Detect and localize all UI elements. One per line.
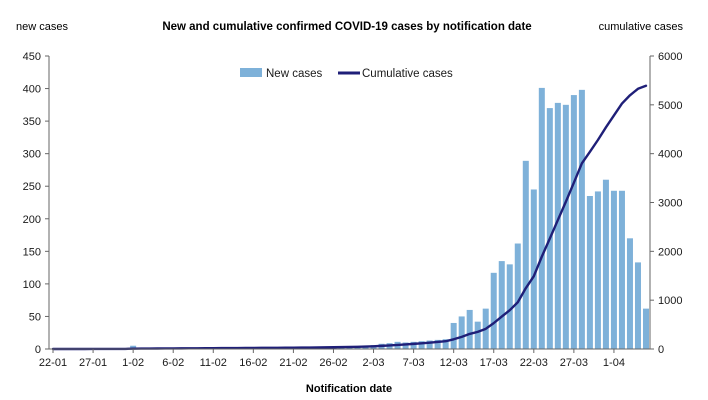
bar-new-cases	[402, 342, 409, 349]
bar-new-cases	[634, 262, 641, 349]
left-tick-label: 100	[23, 279, 41, 291]
bar-new-cases	[586, 195, 593, 349]
left-tick-label: 150	[23, 246, 41, 258]
bar-new-cases	[490, 272, 497, 349]
bar-new-cases	[578, 89, 585, 350]
bar-new-cases	[570, 95, 577, 349]
left-tick-label: 300	[23, 149, 41, 161]
right-tick-label: 6000	[658, 51, 682, 63]
x-tick-label: 22-03	[520, 357, 548, 369]
x-axis-label: Notification date	[306, 383, 392, 395]
right-tick-label: 4000	[658, 149, 682, 161]
legend: New cases Cumulative cases	[240, 68, 453, 80]
x-tick-label: 1-04	[603, 357, 625, 369]
x-tick-label: 2-03	[363, 357, 385, 369]
x-tick-label: 16-02	[239, 357, 267, 369]
bar-new-cases	[354, 347, 361, 349]
right-tick-label: 3000	[658, 198, 682, 210]
bar-new-cases	[410, 341, 417, 349]
chart-title: New and cumulative confirmed COVID-19 ca…	[162, 21, 531, 33]
bar-new-cases	[562, 104, 569, 349]
bar-new-cases	[474, 321, 481, 349]
legend-swatch-new-cases	[240, 68, 262, 77]
bar-new-cases	[530, 189, 537, 349]
bar-new-cases	[418, 341, 425, 349]
bar-new-cases	[450, 322, 457, 349]
left-tick-label: 350	[23, 116, 41, 128]
left-axis-label: new cases	[16, 21, 68, 33]
left-tick-label: 250	[23, 181, 41, 193]
bar-new-cases	[618, 190, 625, 349]
right-tick-label: 0	[658, 344, 664, 356]
x-tick-label: 12-03	[440, 357, 468, 369]
bar-new-cases	[434, 339, 441, 349]
bar-new-cases	[642, 308, 649, 349]
x-tick-label: 17-03	[480, 357, 508, 369]
bar-new-cases	[594, 191, 601, 349]
bar-new-cases	[426, 340, 433, 349]
plot-area: 0 50 100 150 200 250 300 350 400 450 0 1000 2000 3000…	[23, 51, 683, 369]
left-tick-label: 400	[23, 84, 41, 96]
bar-new-cases	[602, 179, 609, 349]
left-tick-label: 450	[23, 51, 41, 63]
bar-new-cases	[458, 316, 465, 349]
x-tick-label: 11-02	[200, 357, 227, 369]
bar-new-cases	[130, 345, 137, 349]
bar-new-cases	[522, 160, 529, 349]
bar-new-cases	[610, 190, 617, 349]
bar-new-cases	[538, 87, 545, 350]
bar-new-cases	[626, 238, 633, 349]
bar-new-cases	[506, 264, 513, 349]
left-tick-label: 200	[23, 214, 41, 226]
left-tick-label: 50	[29, 311, 41, 323]
left-tick-label: 0	[35, 344, 41, 356]
x-tick-label: 1-02	[122, 357, 144, 369]
x-tick-label: 21-02	[279, 357, 307, 369]
right-tick-label: 5000	[658, 100, 682, 112]
legend-label-cumulative-cases: Cumulative cases	[362, 68, 453, 80]
bar-new-cases	[546, 108, 553, 349]
right-axis-label: cumulative cases	[599, 21, 684, 33]
right-tick-label: 2000	[658, 246, 682, 258]
legend-label-new-cases: New cases	[266, 68, 322, 80]
x-tick-label: 27-03	[560, 357, 588, 369]
x-tick-label: 26-02	[319, 357, 347, 369]
bar-new-cases	[554, 102, 561, 349]
bar-new-cases	[442, 339, 449, 349]
x-tick-label: 6-02	[162, 357, 184, 369]
bar-new-cases	[466, 309, 473, 349]
bar-new-cases	[514, 243, 521, 349]
x-tick-label: 27-01	[79, 357, 107, 369]
bar-new-cases	[498, 261, 505, 349]
right-tick-label: 1000	[658, 295, 682, 307]
x-tick-label: 22-01	[39, 357, 67, 369]
x-tick-label: 7-03	[403, 357, 425, 369]
